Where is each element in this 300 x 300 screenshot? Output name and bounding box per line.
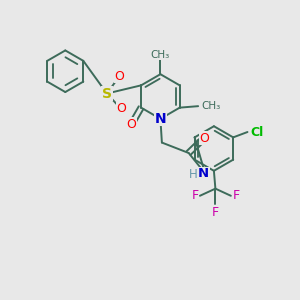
Text: N: N — [198, 167, 209, 180]
Text: O: O — [127, 118, 136, 131]
Text: F: F — [191, 189, 198, 202]
Text: CH₃: CH₃ — [151, 50, 170, 60]
Text: F: F — [212, 206, 219, 219]
Text: O: O — [199, 132, 209, 145]
Text: S: S — [102, 86, 112, 100]
Text: F: F — [232, 189, 239, 202]
Text: N: N — [154, 112, 166, 126]
Text: O: O — [114, 70, 124, 83]
Text: O: O — [116, 103, 126, 116]
Text: CH₃: CH₃ — [202, 101, 221, 111]
Text: Cl: Cl — [250, 125, 264, 139]
Text: H: H — [189, 168, 197, 181]
